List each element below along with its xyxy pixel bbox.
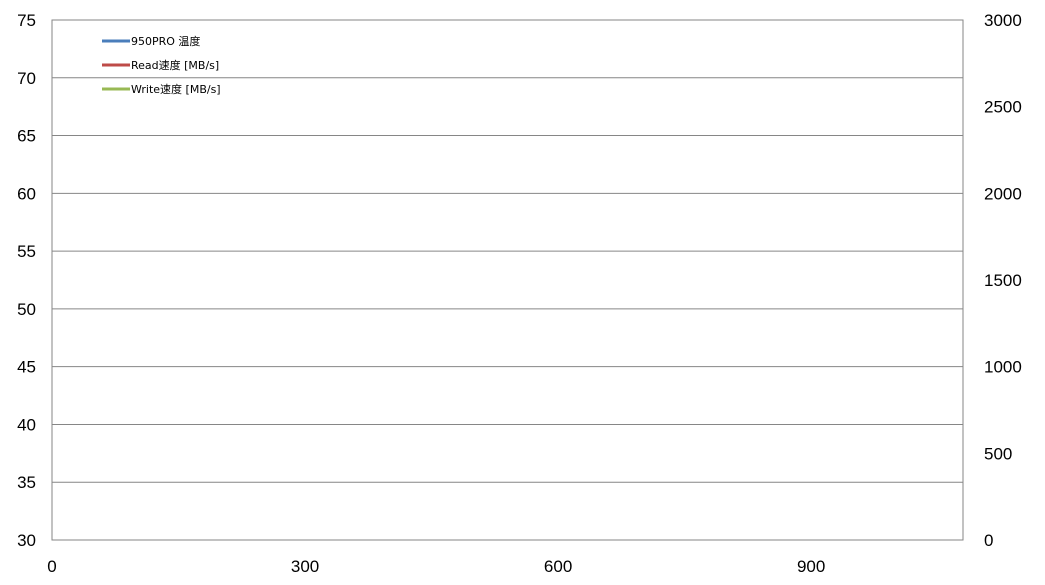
left-tick-label: 55 <box>17 242 36 261</box>
left-tick-label: 40 <box>17 415 36 434</box>
right-tick-label: 2500 <box>984 98 1022 117</box>
x-axis-ticks: 0 300 600 900 <box>47 557 825 576</box>
legend-label-read: Read速度 [MB/s] <box>131 58 219 72</box>
legend-label-write: Write速度 [MB/s] <box>131 82 221 96</box>
left-tick-label: 70 <box>17 69 36 88</box>
right-tick-label: 1500 <box>984 271 1022 290</box>
left-tick-label: 50 <box>17 300 36 319</box>
x-tick-label: 0 <box>47 557 56 576</box>
right-tick-label: 0 <box>984 531 993 550</box>
x-tick-label: 900 <box>797 557 825 576</box>
left-tick-label: 60 <box>17 184 36 203</box>
right-axis-ticks: 3000 2500 2000 1500 1000 500 0 <box>984 11 1022 550</box>
left-tick-label: 65 <box>17 127 36 146</box>
right-tick-label: 3000 <box>984 11 1022 30</box>
x-tick-label: 600 <box>544 557 572 576</box>
right-tick-label: 500 <box>984 444 1012 463</box>
left-tick-label: 45 <box>17 358 36 377</box>
legend: 950PRO 温度 Read速度 [MB/s] Write速度 [MB/s] <box>102 34 221 96</box>
plot-frame <box>51 19 964 541</box>
left-tick-label: 30 <box>17 531 36 550</box>
right-tick-label: 1000 <box>984 358 1022 377</box>
gridlines <box>52 77 963 483</box>
legend-label-temperature: 950PRO 温度 <box>131 34 200 48</box>
x-tick-label: 300 <box>291 557 319 576</box>
left-axis-ticks: 75 70 65 60 55 50 45 40 35 30 <box>17 11 36 550</box>
left-tick-label: 35 <box>17 473 36 492</box>
left-tick-label: 75 <box>17 11 36 30</box>
right-tick-label: 2000 <box>984 184 1022 203</box>
